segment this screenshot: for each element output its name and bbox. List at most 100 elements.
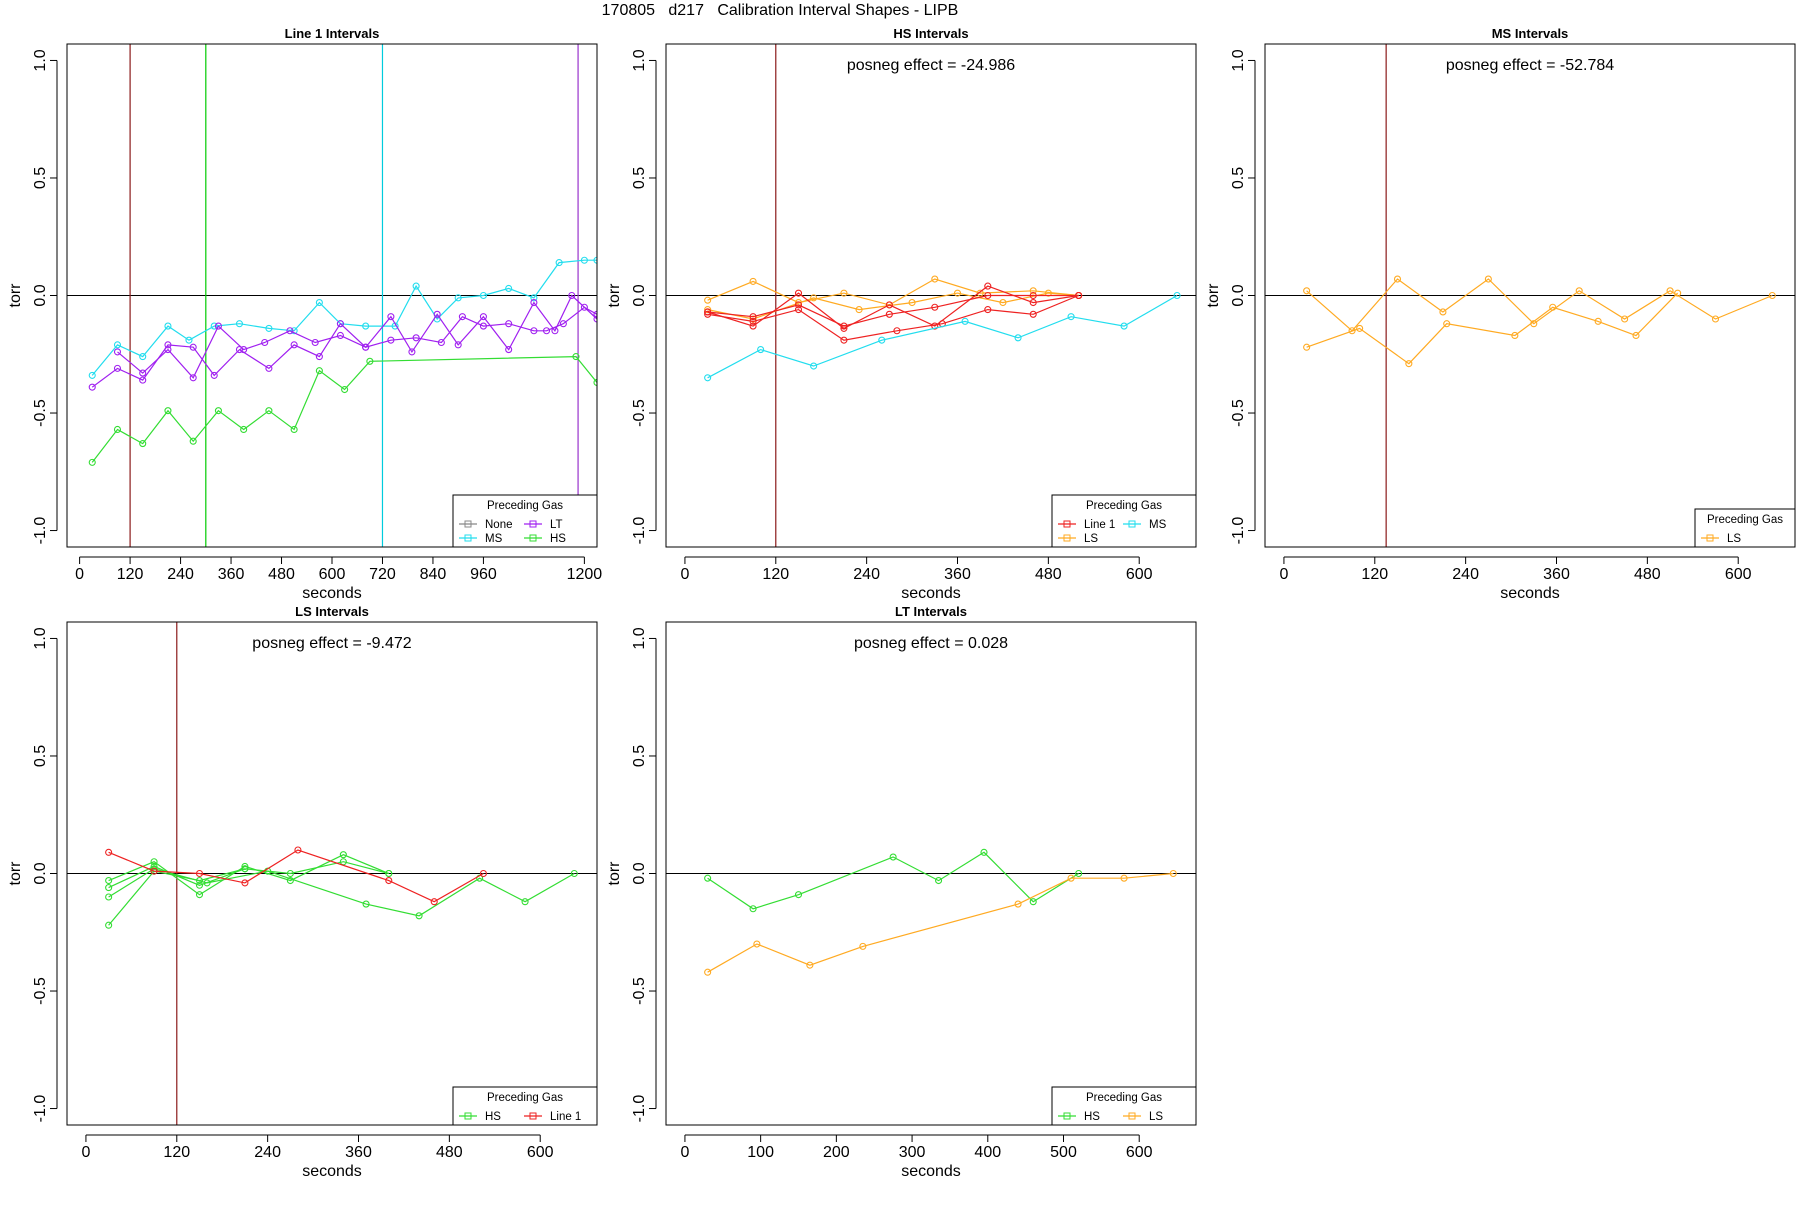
data-point — [749, 315, 757, 323]
data-point — [893, 327, 901, 335]
legend-entry-label: LT — [550, 519, 563, 531]
data-point — [479, 313, 487, 321]
series-line-ms — [707, 294, 1178, 379]
data-point — [753, 940, 761, 948]
panel-title: LS Intervals — [295, 604, 369, 619]
data-point — [286, 877, 294, 885]
y-tick-label: -0.5 — [1230, 399, 1247, 427]
posneg-annotation: posneg effect = -24.986 — [847, 57, 1015, 74]
data-point — [88, 371, 96, 379]
x-tick-label: 240 — [167, 566, 194, 583]
x-tick-label: 360 — [1543, 566, 1570, 583]
plot-area — [1265, 44, 1795, 547]
x-tick-label: 360 — [944, 566, 971, 583]
data-point — [1575, 287, 1583, 295]
legend: Preceding Gas Line 1 MS LS — [1051, 494, 1197, 548]
y-tick-label: -0.5 — [631, 977, 648, 1005]
data-point — [150, 858, 158, 866]
plot-area — [67, 622, 597, 1125]
data-point — [458, 313, 466, 321]
y-tick-label: 0.0 — [32, 862, 49, 884]
data-point — [1303, 343, 1311, 351]
data-point — [203, 879, 211, 887]
x-tick-label: 0 — [680, 566, 689, 583]
data-point — [195, 869, 204, 878]
data-point — [704, 374, 712, 382]
x-tick-label: 0 — [1279, 566, 1288, 583]
data-point — [521, 898, 529, 906]
data-point — [241, 879, 249, 887]
data-point — [315, 299, 323, 307]
data-point — [885, 301, 893, 309]
legend-swatch-marker — [1063, 534, 1071, 542]
data-point — [185, 336, 193, 344]
data-point — [315, 353, 323, 361]
posneg-annotation: posneg effect = 0.028 — [854, 635, 1008, 652]
data-point — [555, 259, 563, 267]
data-point — [530, 294, 538, 302]
data-point — [415, 912, 423, 920]
data-point — [1443, 320, 1451, 328]
data-point — [366, 357, 374, 365]
data-point — [704, 310, 712, 318]
data-point — [1484, 275, 1492, 283]
data-point — [1014, 334, 1022, 342]
x-axis-label: seconds — [302, 585, 362, 602]
data-point — [189, 374, 197, 382]
data-point — [430, 898, 438, 906]
series-line-line-1 — [707, 294, 1079, 327]
x-tick-label: 600 — [527, 1144, 554, 1161]
series-line-ls — [707, 278, 1079, 306]
legend-entry-label: Line 1 — [550, 1111, 581, 1123]
y-axis-label: torr — [606, 861, 623, 886]
data-point — [479, 869, 487, 878]
x-tick-label: 840 — [420, 566, 447, 583]
legend-entry-label: MS — [485, 533, 503, 545]
data-point — [593, 310, 597, 318]
data-point — [139, 353, 147, 361]
x-tick-label: 100 — [747, 1144, 774, 1161]
x-tick-label: 600 — [1725, 566, 1752, 583]
y-tick-label: -1.0 — [1230, 517, 1247, 545]
data-point — [1549, 303, 1557, 311]
data-point — [1075, 869, 1083, 878]
y-tick-label: -0.5 — [32, 399, 49, 427]
legend-title: Preceding Gas — [487, 1092, 563, 1104]
data-point — [235, 346, 244, 354]
data-point — [113, 364, 122, 372]
data-point — [976, 289, 984, 297]
data-point — [953, 289, 962, 297]
data-point — [593, 315, 597, 323]
data-point — [105, 893, 113, 901]
legend-swatch-marker — [529, 520, 537, 528]
legend-swatch-marker — [1063, 520, 1071, 528]
data-point — [1356, 324, 1364, 332]
data-point — [704, 296, 712, 304]
data-point — [749, 277, 757, 285]
x-tick-label: 500 — [1050, 1144, 1077, 1161]
data-point — [265, 324, 273, 332]
data-point — [840, 322, 848, 330]
data-point — [593, 378, 597, 387]
data-point — [984, 291, 992, 300]
data-point — [113, 425, 122, 434]
panel-title: Line 1 Intervals — [285, 26, 380, 41]
legend: Preceding Gas LS — [1694, 508, 1796, 548]
data-point — [241, 865, 249, 873]
y-tick-label: 1.0 — [32, 49, 49, 71]
data-point — [542, 327, 551, 335]
data-point — [433, 310, 441, 318]
data-point — [530, 327, 538, 335]
x-tick-label: 400 — [974, 1144, 1001, 1161]
data-point — [265, 407, 273, 415]
data-point — [749, 313, 757, 321]
data-point — [530, 299, 538, 307]
legend-entry-label: LS — [1727, 533, 1741, 545]
data-point — [311, 338, 319, 347]
data-point — [362, 900, 370, 908]
legend-title: Preceding Gas — [1086, 1092, 1162, 1104]
data-point — [1674, 289, 1682, 297]
x-tick-label: 0 — [81, 1144, 90, 1161]
x-tick-label: 240 — [1452, 566, 1479, 583]
